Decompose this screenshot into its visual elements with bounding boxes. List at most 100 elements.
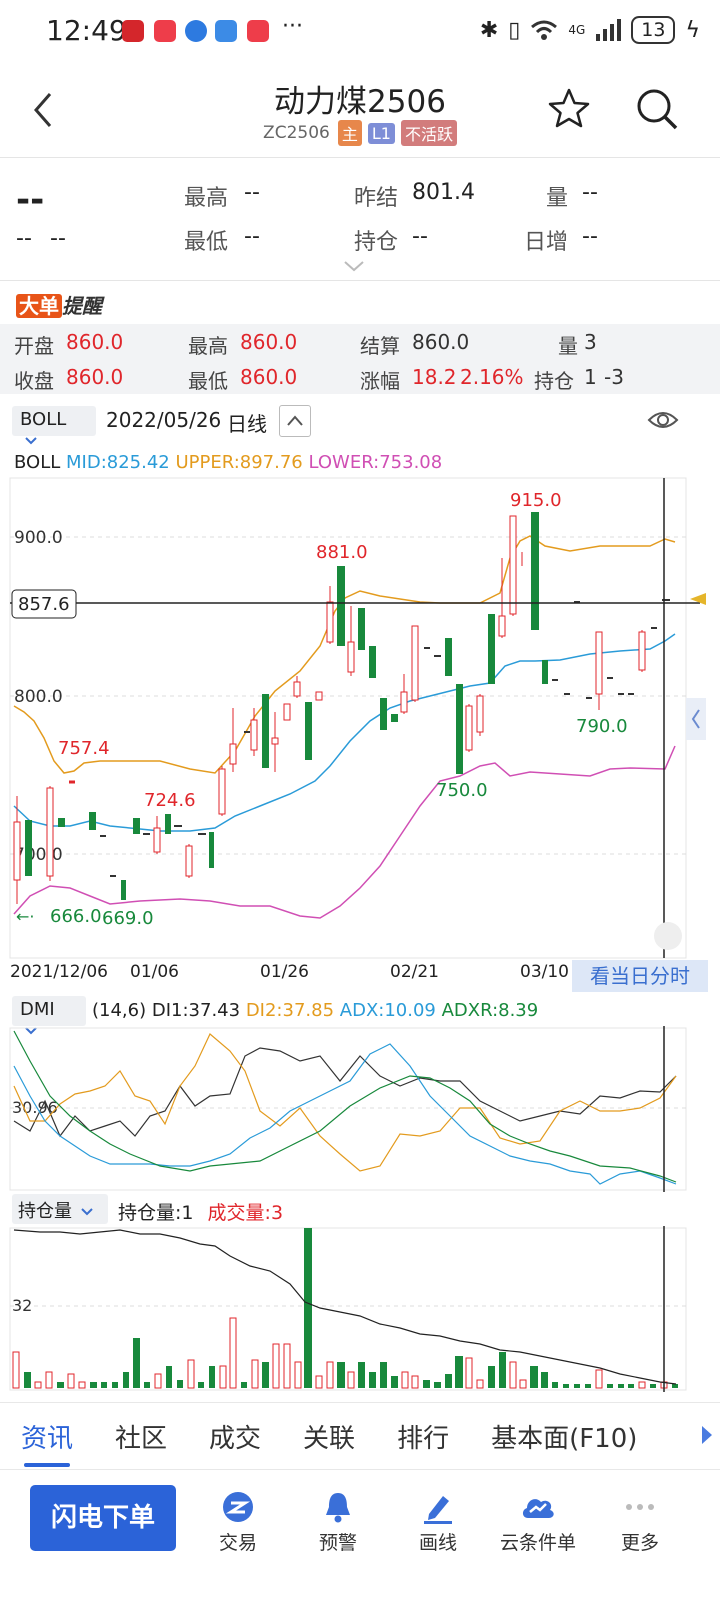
nav-cloud-order-label: 云条件单 — [499, 1532, 576, 1554]
fullscreen-icon[interactable] — [654, 922, 682, 950]
boll-name: BOLL — [14, 452, 61, 473]
x-axis-label: 01/06 — [130, 962, 179, 982]
high-label: 最高 — [184, 186, 229, 211]
eye-icon[interactable] — [647, 406, 679, 434]
tab-trades[interactable]: 成交 — [209, 1423, 262, 1454]
collapse-button[interactable] — [279, 405, 311, 437]
prev-settle-value: 801.4 — [412, 180, 475, 205]
daily-increase-label: 日增 — [524, 230, 569, 255]
chart-frame — [9, 1027, 687, 1191]
clock: 12:49 — [46, 14, 127, 47]
dmi-di1: DI1:37.43 — [151, 1000, 241, 1021]
search-icon[interactable] — [634, 86, 680, 132]
chart-frame — [9, 1227, 687, 1391]
favorite-star-icon[interactable] — [546, 86, 592, 132]
ohlc-vol-label: 量 — [558, 334, 578, 358]
chart-date: 2022/05/26 — [106, 408, 222, 432]
tabs-scroll-arrow-icon[interactable] — [700, 1424, 714, 1446]
dmi-params: (14,6) — [92, 1000, 147, 1021]
change-label: 涨幅 — [360, 369, 400, 393]
chevron-left-icon — [691, 709, 700, 729]
tab-community[interactable]: 社区 — [115, 1423, 168, 1454]
y-axis-label: 700.0 — [14, 845, 63, 865]
side-panel-handle[interactable] — [686, 698, 706, 740]
ohlc-panel: 开盘 860.0 最高 860.0 结算 860.0 量 3 收盘 860.0 … — [0, 324, 720, 394]
app-notification-icon — [154, 20, 176, 42]
flash-order-button[interactable]: 闪电下单 — [30, 1485, 176, 1551]
cloud-icon — [522, 1499, 554, 1518]
close-label: 收盘 — [14, 369, 54, 393]
battery-level: 13 — [631, 16, 676, 44]
alert-part2: 提醒 — [62, 294, 102, 318]
ohlc-vol-value: 3 — [584, 330, 597, 354]
expand-chevron-icon[interactable] — [343, 260, 365, 272]
dmi-di2-line — [13, 1033, 677, 1172]
oi-volume-chart[interactable]: 32 — [0, 1226, 720, 1392]
x-axis-label: 01/26 — [260, 962, 309, 982]
bell-icon — [326, 1493, 350, 1523]
chevron-down-icon — [81, 1208, 93, 1216]
oi-legend: 持仓量:1 成交量:3 — [118, 1198, 283, 1225]
close-value: 860.0 — [66, 365, 124, 389]
tab-related[interactable]: 关联 — [303, 1423, 356, 1454]
chevron-down-icon — [25, 1027, 37, 1035]
x-axis-label: 03/10 — [520, 962, 569, 982]
open-interest-line — [13, 1229, 677, 1385]
dmi-di2: DI2:37.85 — [245, 1000, 335, 1021]
dmi-indicator-select[interactable]: DMI — [12, 996, 86, 1035]
level-tag: L1 — [367, 122, 395, 144]
app-notification-icon — [247, 20, 269, 42]
boll-lower-line — [13, 745, 676, 919]
indicator-select[interactable]: BOLL — [12, 406, 96, 445]
boll-mid-line — [13, 633, 676, 832]
min-annotation: 669.0 — [102, 908, 154, 929]
oi-indicator-select[interactable]: 持仓量 — [12, 1194, 108, 1224]
settle-label: 结算 — [360, 334, 400, 358]
low-label: 最低 — [184, 230, 229, 255]
dmi-adx-line — [13, 1043, 677, 1185]
boll-mid: MID:825.42 — [66, 452, 170, 473]
boll-lower: LOWER:753.08 — [308, 452, 443, 473]
ohlc-oi-value: 1 — [584, 365, 597, 389]
view-intraday-button[interactable]: 看当日分时 — [572, 960, 708, 992]
tab-ranking[interactable]: 排行 — [397, 1423, 450, 1454]
arrow-left-icon: ←· — [16, 907, 35, 926]
dmi-legend: (14,6) DI1:37.43 DI2:37.85 ADX:10.09 ADX… — [92, 1000, 538, 1021]
low-annotation: 790.0 — [576, 716, 628, 737]
big-order-alert[interactable]: 大单 提醒 — [16, 290, 102, 319]
volume-bars — [12, 1228, 678, 1389]
bluetooth-icon: ✱ — [479, 17, 499, 43]
x-axis-label: 02/21 — [390, 962, 439, 982]
low-value: -- — [244, 224, 260, 249]
ohlc-low-label: 最低 — [188, 369, 228, 393]
candlesticks — [13, 512, 670, 904]
nav-cloud-order[interactable]: 云条件单 — [488, 1490, 588, 1555]
status-bar: 12:49 ··· ✱ ▯ 4G 13 ϟ — [0, 0, 720, 64]
inactive-tag: 不活跃 — [400, 120, 457, 146]
chart-period[interactable]: 日线 — [227, 412, 267, 436]
dmi-adxr-line — [13, 1030, 677, 1183]
ohlc-oi-label: 持仓 — [534, 369, 574, 393]
tab-news[interactable]: 资讯 — [0, 1418, 94, 1467]
nav-trade[interactable]: 交易 — [188, 1490, 288, 1555]
boll-legend: BOLL MID:825.42 UPPER:897.76 LOWER:753.0… — [14, 452, 442, 473]
low-annotation: 750.0 — [436, 780, 488, 801]
ohlc-high-value: 860.0 — [240, 330, 298, 354]
ohlc-oi-change: -3 — [604, 365, 624, 389]
dmi-chart[interactable]: 30.96 — [0, 1026, 720, 1192]
tab-fundamentals[interactable]: 基本面(F10) — [491, 1423, 638, 1454]
trade-icon — [223, 1492, 253, 1522]
local-high-annotation: 757.4 — [58, 738, 110, 759]
nav-more[interactable]: 更多 — [590, 1490, 690, 1555]
nav-alert[interactable]: 预警 — [288, 1490, 388, 1555]
prev-settle-label: 昨结 — [354, 186, 399, 211]
price-chart[interactable]: 900.0 800.0 700.0 — [0, 476, 720, 960]
local-high-annotation: 724.6 — [144, 790, 196, 811]
back-icon[interactable] — [28, 90, 58, 130]
change-value: 18.2 — [412, 365, 457, 389]
open-interest-value: -- — [412, 224, 428, 249]
nav-draw[interactable]: 画线 — [388, 1490, 488, 1555]
open-value: 860.0 — [66, 330, 124, 354]
divider — [0, 157, 720, 158]
network-type: 4G — [568, 23, 586, 37]
